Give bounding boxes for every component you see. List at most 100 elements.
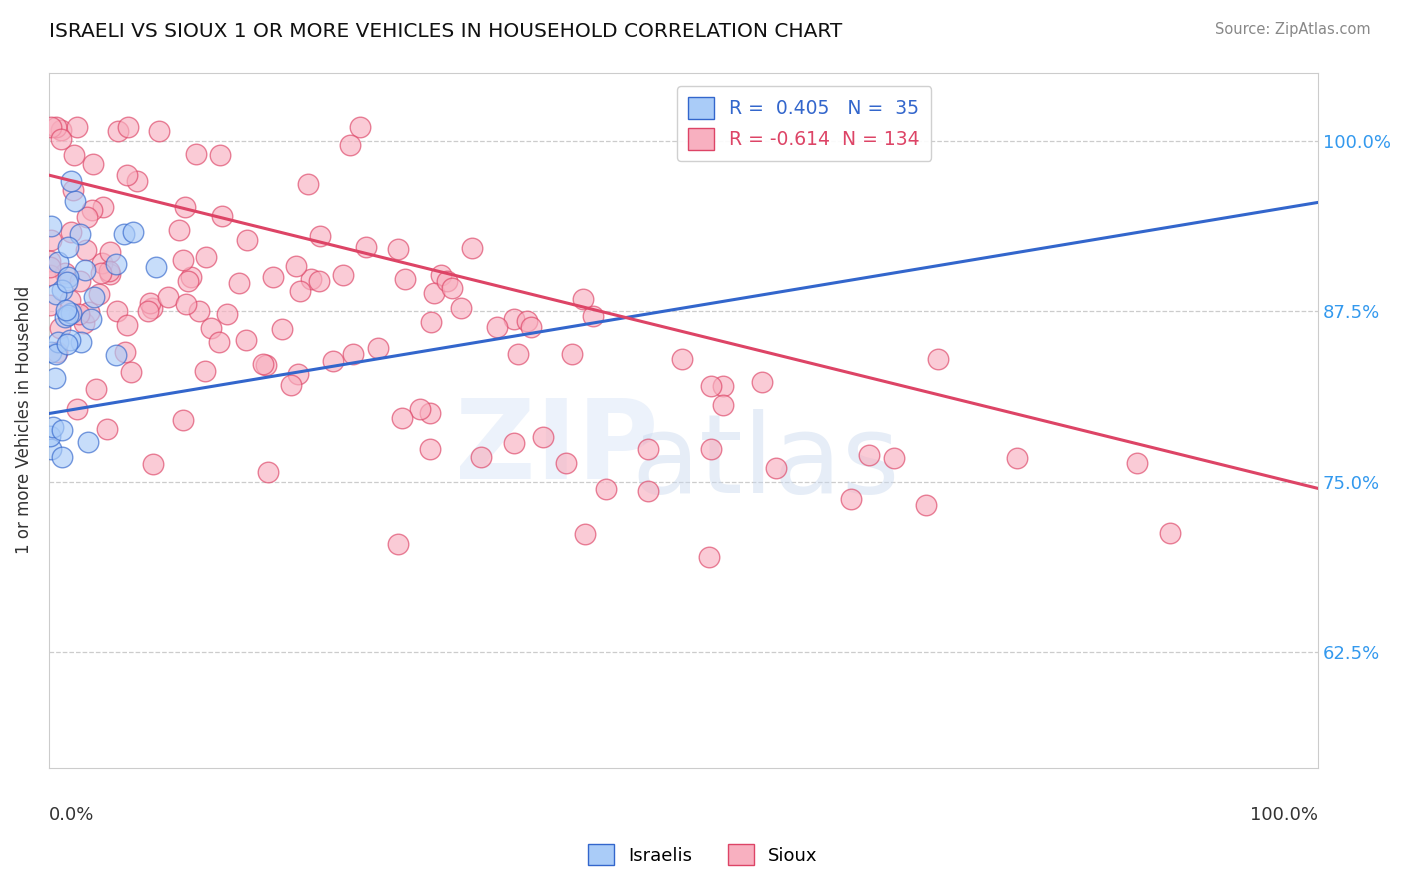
Point	[39, 297, 62, 311]
Point	[82, 157, 104, 171]
Point	[450, 301, 472, 315]
Point	[574, 526, 596, 541]
Point	[485, 320, 508, 334]
Point	[58, 293, 80, 308]
Point	[235, 333, 257, 347]
Point	[69, 227, 91, 242]
Point	[927, 351, 949, 366]
Point	[67, 307, 90, 321]
Point	[172, 413, 194, 427]
Point	[503, 312, 526, 326]
Point	[76, 210, 98, 224]
Point	[53, 266, 76, 280]
Point	[98, 267, 121, 281]
Point	[46, 254, 69, 268]
Point	[138, 303, 160, 318]
Point	[700, 442, 723, 457]
Text: 100.0%: 100.0%	[1250, 805, 1319, 824]
Point	[90, 267, 112, 281]
Point	[98, 245, 121, 260]
Point	[45, 120, 67, 135]
Point	[215, 307, 238, 321]
Point	[228, 276, 250, 290]
Point	[883, 450, 905, 465]
Point	[195, 250, 218, 264]
Legend: R =  0.405   N =  35, R = -0.614  N = 134: R = 0.405 N = 35, R = -0.614 N = 134	[676, 86, 931, 161]
Point	[114, 344, 136, 359]
Point	[60, 174, 83, 188]
Point	[419, 406, 441, 420]
Point	[184, 147, 207, 161]
Point	[765, 461, 787, 475]
Point	[520, 320, 543, 334]
Point	[51, 423, 73, 437]
Point	[470, 450, 492, 465]
Point	[208, 335, 231, 350]
Point	[51, 122, 73, 136]
Point	[236, 233, 259, 247]
Point	[69, 334, 91, 349]
Point	[508, 347, 530, 361]
Point	[76, 434, 98, 449]
Point	[440, 281, 463, 295]
Point	[59, 306, 82, 320]
Point	[39, 260, 62, 274]
Point	[66, 120, 89, 135]
Point	[531, 430, 554, 444]
Point	[104, 257, 127, 271]
Point	[91, 200, 114, 214]
Point	[139, 296, 162, 310]
Point	[349, 120, 371, 135]
Point	[420, 315, 443, 329]
Point	[45, 345, 67, 359]
Text: Source: ZipAtlas.com: Source: ZipAtlas.com	[1215, 22, 1371, 37]
Point	[1005, 451, 1028, 466]
Point	[637, 442, 659, 457]
Point	[288, 284, 311, 298]
Point	[502, 436, 524, 450]
Point	[80, 203, 103, 218]
Point	[77, 305, 100, 319]
Point	[62, 183, 84, 197]
Point	[339, 138, 361, 153]
Point	[41, 120, 63, 135]
Point	[56, 275, 79, 289]
Point	[699, 549, 721, 564]
Point	[180, 269, 202, 284]
Point	[51, 450, 73, 464]
Point	[84, 382, 107, 396]
Point	[174, 297, 197, 311]
Point	[387, 242, 409, 256]
Point	[98, 263, 121, 277]
Point	[177, 274, 200, 288]
Point	[105, 348, 128, 362]
Point	[48, 335, 70, 350]
Point	[252, 357, 274, 371]
Point	[107, 124, 129, 138]
Point	[271, 322, 294, 336]
Point	[387, 537, 409, 551]
Point	[200, 321, 222, 335]
Point	[461, 242, 484, 256]
Point	[858, 449, 880, 463]
Point	[145, 260, 167, 274]
Point	[51, 283, 73, 297]
Point	[63, 194, 86, 209]
Text: 0.0%: 0.0%	[49, 805, 94, 824]
Point	[419, 442, 441, 456]
Point	[254, 359, 277, 373]
Point	[55, 303, 77, 318]
Point	[751, 375, 773, 389]
Point	[1159, 526, 1181, 541]
Point	[572, 292, 595, 306]
Point	[188, 304, 211, 318]
Point	[148, 123, 170, 137]
Point	[280, 378, 302, 392]
Point	[39, 345, 62, 359]
Point	[671, 352, 693, 367]
Point	[96, 422, 118, 436]
Point	[554, 456, 576, 470]
Point	[39, 253, 62, 268]
Point	[60, 225, 83, 239]
Point	[342, 347, 364, 361]
